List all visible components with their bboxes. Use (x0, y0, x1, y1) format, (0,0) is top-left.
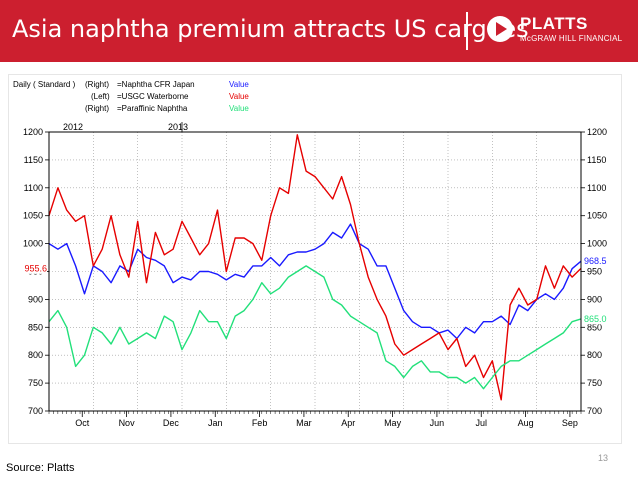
header-divider (466, 12, 468, 50)
end-label-usgc-bg (21, 262, 47, 274)
y-tick-label-right: 850 (587, 322, 602, 332)
y-tick-label-left: 1100 (24, 183, 43, 193)
chart-legend: Daily ( Standard ) (Right) =Naphtha CFR … (13, 80, 249, 113)
end-label-usgc: 955.6 (24, 263, 47, 273)
y-tick-label-right: 1000 (587, 239, 607, 249)
end-label-paraffinic: 865.0 (584, 314, 607, 324)
x-tick-label: Oct (75, 418, 90, 428)
end-label-naphtha-japan: 968.5 (584, 256, 607, 266)
logo-name: PLATTS (520, 14, 588, 33)
source-note: Source: Platts (6, 462, 75, 474)
x-tick-label: Jul (475, 418, 487, 428)
y-tick-label-left: 700 (28, 406, 43, 416)
slide-header: Asia naphtha premium attracts US cargoes… (0, 0, 638, 62)
legend-value-1: Value (229, 80, 249, 89)
y-tick-label-left: 900 (28, 294, 43, 304)
x-tick-label: Feb (252, 418, 268, 428)
x-tick-label: Aug (518, 418, 534, 428)
series-layer (48, 134, 582, 401)
x-tick-label: Nov (119, 418, 136, 428)
legend-value-2: Value (229, 92, 249, 101)
series-line-3 (48, 265, 582, 390)
x-tick-label: Sep (562, 418, 578, 428)
y-tick-label-right: 900 (587, 294, 602, 304)
slide-title: Asia naphtha premium attracts US cargoes (12, 15, 529, 43)
legend-value-3: Value (229, 104, 249, 113)
y-tick-label-right: 1050 (587, 211, 607, 221)
axis-layer: 7007007507508008008508509009009509501000… (21, 122, 609, 428)
y-tick-label-right: 800 (587, 350, 602, 360)
x-tick-label: Jan (208, 418, 223, 428)
x-tick-label: May (384, 418, 402, 428)
legend-axis-1: (Right) (85, 80, 109, 89)
platts-logo: PLATTS McGRAW HILL FINANCIAL (486, 14, 631, 48)
end-label-naphtha-japan-bg (583, 255, 609, 267)
y-tick-label-left: 1000 (23, 239, 43, 249)
end-label-paraffinic-bg (583, 313, 609, 325)
y-tick-label-right: 700 (587, 406, 602, 416)
y-tick-label-left: 750 (28, 378, 43, 388)
y-tick-label-left: 800 (28, 350, 43, 360)
price-chart: Daily ( Standard ) (Right) =Naphtha CFR … (13, 80, 609, 428)
legend-label-1: =Naphtha CFR Japan (117, 80, 195, 89)
year-label-2013: 2013 (168, 122, 188, 132)
x-tick-label: Mar (296, 418, 312, 428)
series-line-2 (48, 134, 582, 401)
legend-label-2: =USGC Waterborne (117, 92, 189, 101)
legend-axis-3: (Right) (85, 104, 109, 113)
x-tick-label: Dec (163, 418, 180, 428)
y-tick-label-left: 1050 (23, 211, 43, 221)
play-triangle-icon (487, 16, 513, 42)
x-tick-label: Jun (430, 418, 445, 428)
series-line-1 (48, 223, 582, 340)
year-label-2012: 2012 (63, 122, 83, 132)
y-tick-label-left: 1150 (24, 155, 43, 165)
y-tick-label-right: 1200 (587, 127, 607, 137)
legend-label-3: =Paraffinic Naphtha (117, 104, 188, 113)
y-tick-label-left: 850 (28, 322, 43, 332)
y-tick-label-right: 950 (587, 267, 602, 277)
x-tick-label: Apr (341, 418, 355, 428)
y-tick-label-right: 750 (587, 378, 602, 388)
y-tick-label-left: 1200 (23, 127, 43, 137)
frequency-label: Daily ( Standard ) (13, 80, 76, 89)
chart-frame: Daily ( Standard ) (Right) =Naphtha CFR … (8, 74, 622, 444)
y-tick-label-right: 1150 (587, 155, 606, 165)
y-tick-label-right: 1100 (587, 183, 606, 193)
legend-axis-2: (Left) (91, 92, 110, 101)
logo-subtitle: McGRAW HILL FINANCIAL (520, 34, 623, 43)
page-number: 13 (598, 453, 609, 463)
